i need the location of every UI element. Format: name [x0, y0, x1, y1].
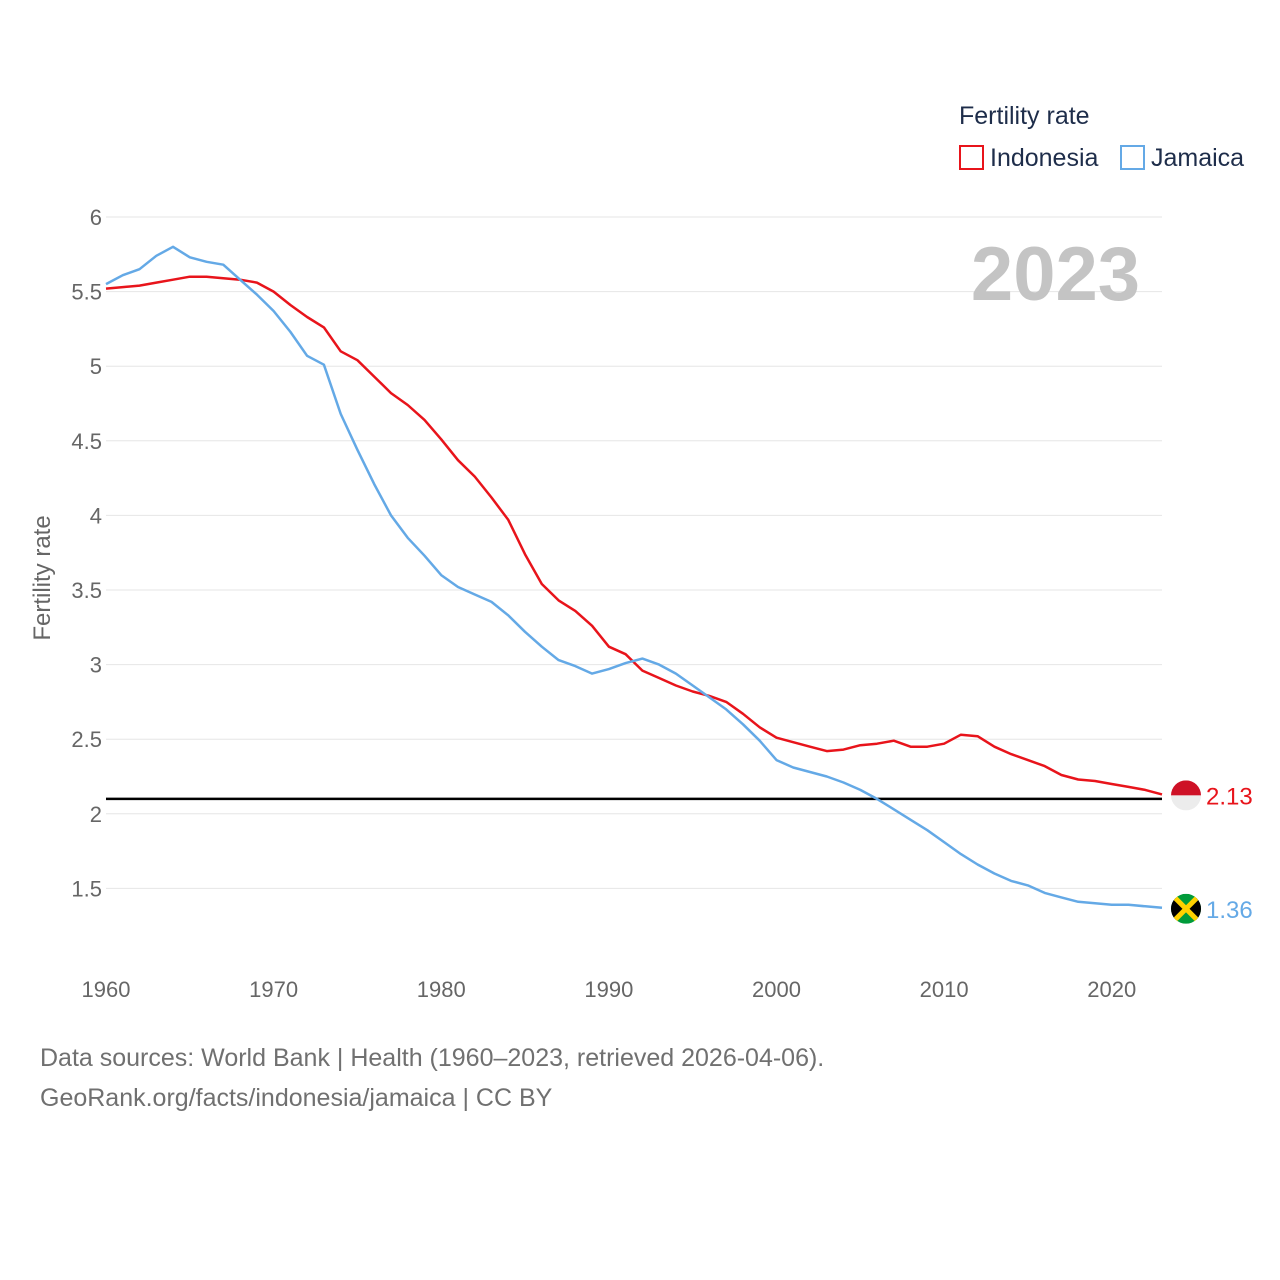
legend-item-jamaica[interactable]: Jamaica: [1120, 144, 1244, 172]
flag-black-left: [1171, 893, 1186, 924]
footer-attribution-line: GeoRank.org/facts/indonesia/jamaica | CC…: [40, 1084, 553, 1112]
series-line-jamaica: [105, 245, 1163, 910]
flag-gold-saltire-b: [1171, 893, 1201, 924]
y-tick-label: 3: [90, 653, 102, 678]
series-lines: [105, 245, 1163, 910]
legend: Fertility rate Indonesia Jamaica: [959, 102, 1244, 172]
footer-source-line: Data sources: World Bank | Health (1960–…: [40, 1044, 825, 1072]
x-tick-label: 1970: [249, 977, 298, 1002]
end-value-indonesia: 2.13: [1206, 783, 1253, 810]
y-axis-label: Fertility rate: [29, 515, 56, 640]
grid-lines: [106, 216, 1162, 889]
y-axis: 1.5 2 2.5 3 3.5 4 4.5 5 5.5 6: [71, 205, 102, 901]
y-tick-label: 4: [90, 503, 102, 528]
y-tick-label: 1.5: [71, 876, 102, 901]
legend-label-jamaica: Jamaica: [1151, 144, 1244, 172]
indonesia-flag-icon: [1171, 780, 1201, 811]
legend-swatch-jamaica: [1120, 145, 1145, 170]
y-tick-label: 2.5: [71, 727, 102, 752]
x-tick-label: 1990: [584, 977, 633, 1002]
flag-black-right: [1186, 893, 1201, 924]
y-tick-label: 5: [90, 354, 102, 379]
end-value-jamaica: 1.36: [1206, 897, 1253, 924]
series-line-indonesia: [105, 275, 1163, 796]
x-tick-label: 2000: [752, 977, 801, 1002]
jamaica-flag-icon: [1171, 893, 1201, 924]
flag-white-band: [1171, 795, 1201, 811]
legend-title: Fertility rate: [959, 102, 1090, 130]
x-tick-label: 2010: [920, 977, 969, 1002]
x-tick-label: 1980: [417, 977, 466, 1002]
flag-red-band: [1171, 780, 1201, 796]
legend-item-indonesia[interactable]: Indonesia: [959, 144, 1099, 172]
x-tick-label: 2020: [1087, 977, 1136, 1002]
legend-label-indonesia: Indonesia: [990, 144, 1099, 172]
x-axis: 1960 1970 1980 1990 2000 2010 2020: [82, 977, 1137, 1002]
year-label: 2023: [971, 232, 1140, 317]
x-tick-label: 1960: [82, 977, 131, 1002]
y-tick-label: 4.5: [71, 429, 102, 454]
y-tick-label: 3.5: [71, 578, 102, 603]
y-tick-label: 5.5: [71, 280, 102, 305]
legend-swatch-indonesia: [959, 145, 984, 170]
y-tick-label: 2: [90, 802, 102, 827]
y-tick-label: 6: [90, 205, 102, 230]
